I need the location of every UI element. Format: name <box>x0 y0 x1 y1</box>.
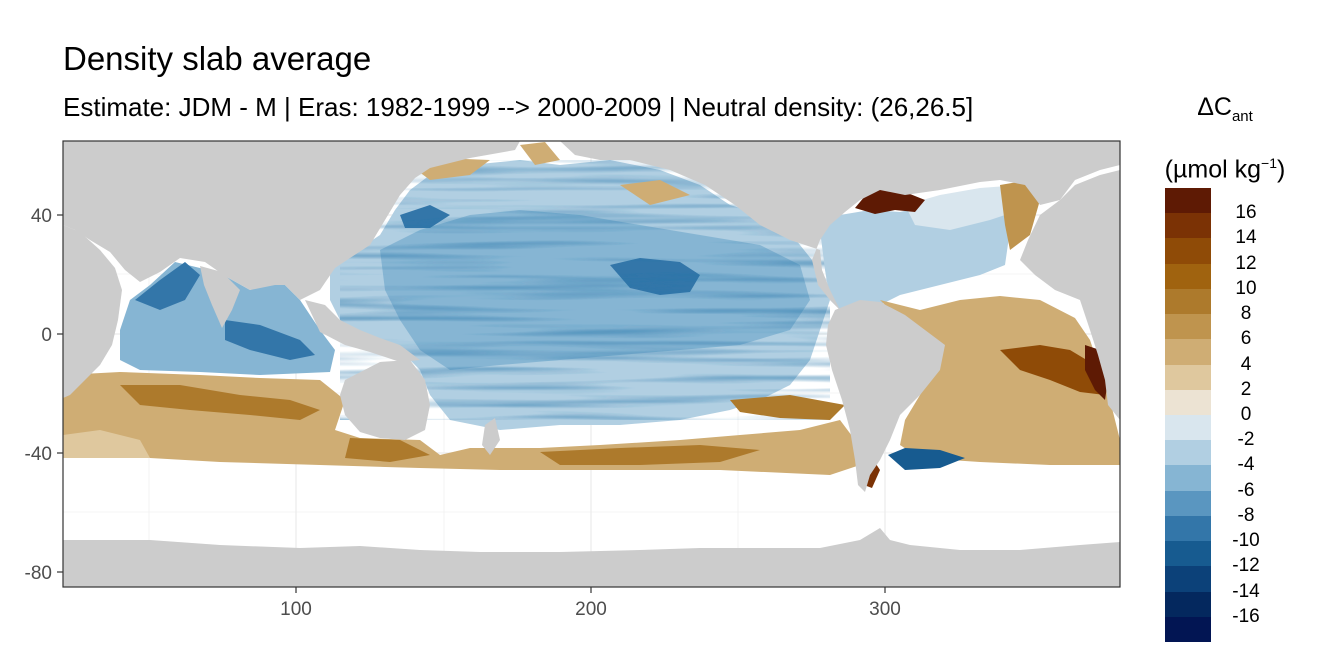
legend-swatch <box>1165 389 1211 415</box>
land-east-africa <box>63 225 122 398</box>
legend-swatch <box>1165 465 1211 491</box>
land-new-zealand <box>482 418 500 455</box>
south-atlantic-dark-tongue <box>1000 345 1105 395</box>
legend-swatch <box>1165 414 1211 441</box>
indian-ocean-beige-west <box>63 430 150 458</box>
legend-swatch <box>1165 541 1211 567</box>
land-india <box>200 266 240 328</box>
legend-swatch <box>1165 314 1211 340</box>
legend-swatch <box>1165 490 1211 516</box>
gulf-stream-dark <box>848 150 1060 214</box>
y-tick-label: 0 <box>41 325 52 346</box>
land-australia <box>340 360 430 440</box>
legend-colorbar <box>1165 188 1211 642</box>
legend-swatch <box>1165 188 1211 214</box>
legend-swatch <box>1165 616 1211 642</box>
legend-label: -4 <box>1237 454 1255 476</box>
x-tick-label: 100 <box>280 599 312 620</box>
indian-ocean-deep-blue <box>135 262 315 360</box>
y-tick-label: 40 <box>31 206 52 227</box>
map-title: Density slab average <box>63 40 372 77</box>
legend-label: 14 <box>1235 227 1257 249</box>
legend-label: 8 <box>1240 303 1252 325</box>
legend-label: -6 <box>1237 479 1255 501</box>
land-masses <box>63 141 1120 587</box>
north-pacific-brown-band <box>410 142 690 205</box>
southern-ocean-dark-band <box>120 385 845 465</box>
land-europe-north-africa <box>1020 170 1120 305</box>
legend-label: -14 <box>1232 580 1260 602</box>
y-tick-label: -80 <box>25 563 52 584</box>
legend-label: -2 <box>1237 429 1255 451</box>
north-atlantic-light-field <box>905 185 1020 230</box>
land-eurasia-africa-west <box>63 141 520 300</box>
legend-label: -10 <box>1232 530 1260 552</box>
legend-labels: 16 14 12 10 8 6 4 2 0 -2 -4 -6 -8 -10 -12 -14 -16 <box>1216 188 1276 642</box>
legend-label: 10 <box>1235 277 1257 299</box>
legend-swatch <box>1165 339 1211 365</box>
x-tick-label: 300 <box>869 599 901 620</box>
legend-label: -8 <box>1237 504 1255 526</box>
legend-swatch <box>1165 515 1211 542</box>
legend-swatch <box>1165 440 1211 466</box>
legend-label: 6 <box>1240 328 1252 350</box>
axis-ticks <box>57 214 886 593</box>
south-atlantic-field <box>880 296 1120 465</box>
x-tick-label: 200 <box>575 599 607 620</box>
legend-swatch <box>1165 213 1211 239</box>
legend-label: 2 <box>1240 378 1252 400</box>
legend-title: ΔCant (µmol kg−1) <box>1150 84 1300 192</box>
map-subtitle: Estimate: JDM - M | Eras: 1982-1999 --> … <box>63 92 974 122</box>
land-north-america <box>560 141 1120 310</box>
legend-swatch <box>1165 566 1211 592</box>
legend-label: 12 <box>1235 252 1257 274</box>
legend-label: -12 <box>1232 555 1260 577</box>
y-tick-label: -40 <box>25 444 52 465</box>
land-africa-gulf-of-guinea <box>1080 300 1120 420</box>
legend-swatch <box>1165 591 1211 617</box>
legend-label: 16 <box>1235 202 1257 224</box>
legend-swatch <box>1165 238 1211 264</box>
legend-swatch <box>1165 364 1211 390</box>
legend-swatch <box>1165 288 1211 315</box>
land-south-america <box>826 300 945 492</box>
drake-passage-blue <box>888 448 965 470</box>
legend-label: 0 <box>1240 404 1252 425</box>
legend-swatch <box>1165 263 1211 289</box>
land-antarctica <box>63 528 1120 587</box>
north-atlantic-brown-east <box>1000 180 1040 250</box>
legend-label: -16 <box>1232 605 1260 627</box>
legend-label: 4 <box>1240 353 1252 375</box>
legend-title-line2: (µmol kg−1) <box>1164 155 1286 184</box>
land-maritime-se-asia <box>305 300 420 362</box>
legend-title-line1: ΔCant <box>1197 93 1253 125</box>
